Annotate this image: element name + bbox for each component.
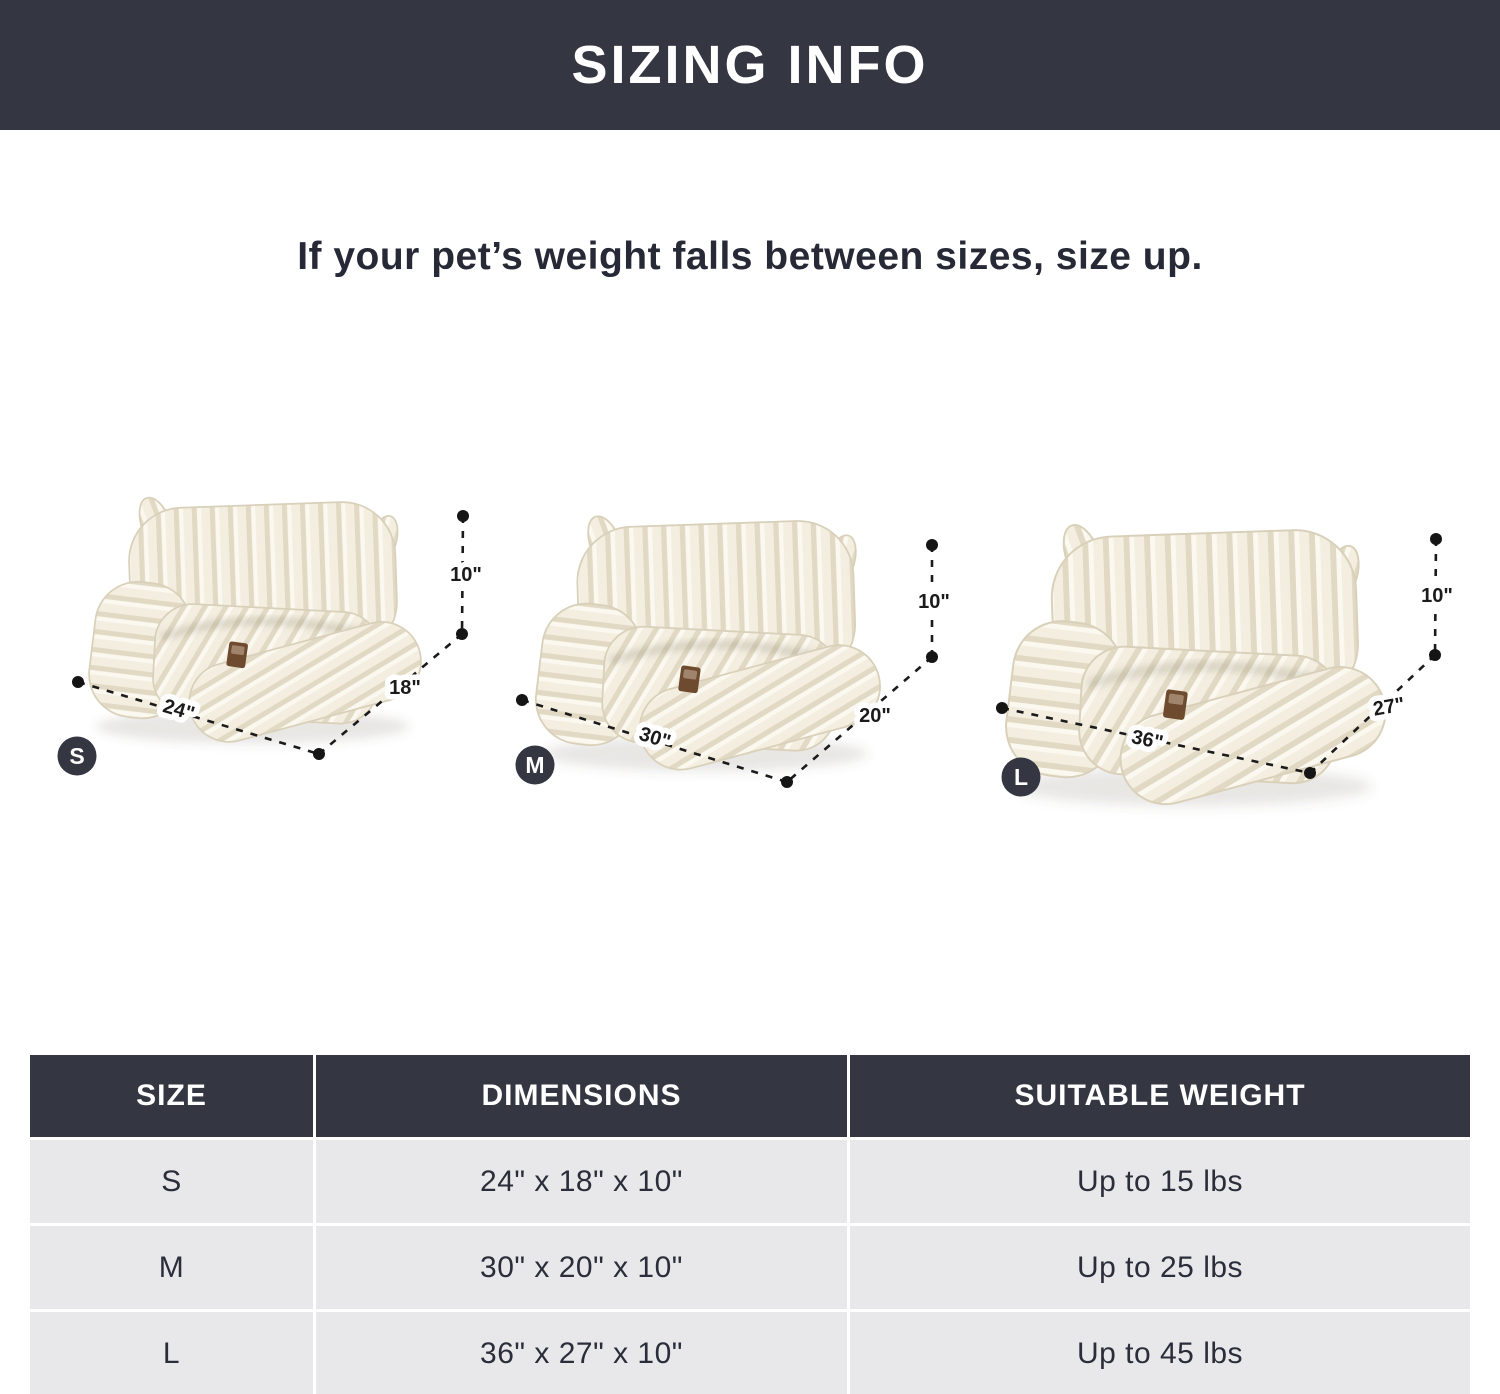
size-badge-large: L xyxy=(1001,757,1041,797)
cell-dimensions-l: 36" x 27" x 10" xyxy=(316,1312,847,1394)
cell-weight-s: Up to 15 lbs xyxy=(850,1140,1470,1223)
bed-figure-medium: 10" 20" 30" M xyxy=(515,450,955,788)
cell-weight-m: Up to 25 lbs xyxy=(850,1226,1470,1309)
size-badge-medium: M xyxy=(515,745,555,785)
column-header-size: SIZE xyxy=(30,1055,313,1137)
column-header-weight: SUITABLE WEIGHT xyxy=(850,1055,1470,1137)
height-dimension-label: 10" xyxy=(918,591,950,613)
size-badge-letter: M xyxy=(525,752,544,778)
bed-illustration-large xyxy=(1000,520,1395,814)
cell-size-s: S xyxy=(30,1140,313,1223)
cell-weight-l: Up to 45 lbs xyxy=(850,1312,1470,1394)
bed-illustration-small xyxy=(84,493,430,751)
cell-dimensions-m: 30" x 20" x 10" xyxy=(316,1226,847,1309)
depth-dimension-label: 18" xyxy=(389,677,421,699)
column-header-dimensions: DIMENSIONS xyxy=(316,1055,847,1137)
height-dimension-label: 10" xyxy=(1421,585,1453,607)
height-dimension-label: 10" xyxy=(450,564,482,586)
header-bar: SIZING INFO xyxy=(0,0,1500,130)
bed-figure-small: 10" 18" 24" S xyxy=(57,450,487,776)
page-title: SIZING INFO xyxy=(571,35,929,95)
size-badge-letter: S xyxy=(69,743,84,769)
cell-size-l: L xyxy=(30,1312,313,1394)
depth-dimension-label: 27" xyxy=(1371,694,1406,721)
sizing-note: If your pet’s weight falls between sizes… xyxy=(297,235,1203,278)
cell-dimensions-s: 24" x 18" x 10" xyxy=(316,1140,847,1223)
cell-size-m: M xyxy=(30,1226,313,1309)
sizing-table: SIZE DIMENSIONS SUITABLE WEIGHT S 24" x … xyxy=(30,1055,1470,1394)
size-badge-small: S xyxy=(57,736,97,776)
bed-figure-large: 10" 27" 36" L xyxy=(980,450,1458,830)
size-badge-letter: L xyxy=(1014,764,1028,790)
depth-dimension-label: 20" xyxy=(859,705,891,727)
